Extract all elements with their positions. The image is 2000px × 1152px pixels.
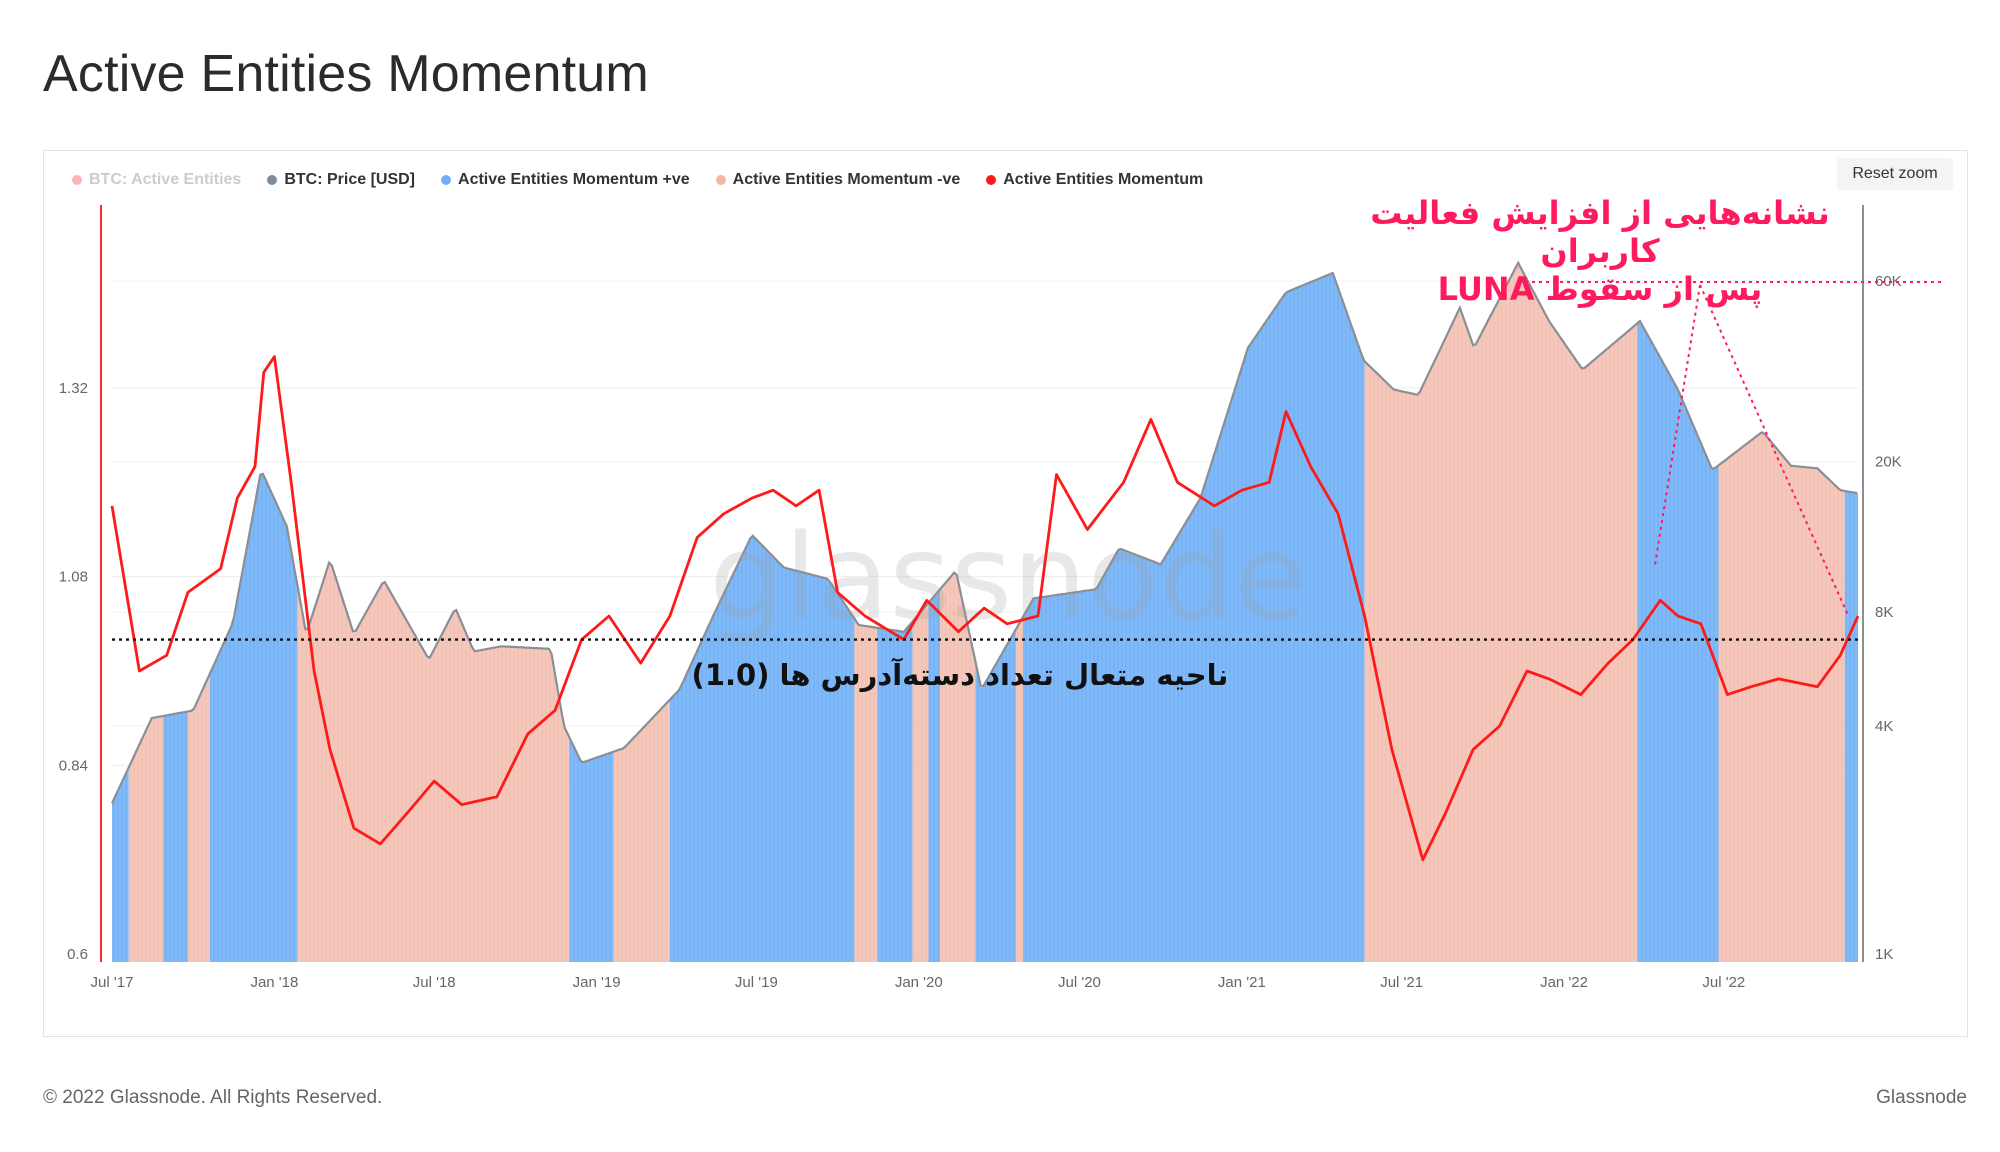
legend-dot-active-entities [72,175,82,185]
legend-dot-momentum [986,175,997,185]
momentum-negative-area [939,572,976,962]
x-tick-label: Jan '21 [1218,974,1266,991]
legend-item-active-entities[interactable]: BTC: Active Entities [72,171,241,189]
legend-label-momentum-negative: Active Entities Momentum -ve [732,171,961,188]
luna-annotation-line1: نشانه‌هایی از افزایش فعالیت کاربران [1370,194,1830,270]
legend-item-momentum[interactable]: Active Entities Momentum [986,171,1203,189]
momentum-negative-area [912,602,929,962]
reset-zoom-button[interactable]: Reset zoom [1837,158,1953,190]
x-tick-label: Jan '19 [573,974,621,991]
momentum-negative-area [613,699,670,962]
x-tick-label: Jul '21 [1380,974,1423,991]
momentum-negative-area [128,716,164,962]
momentum-line [110,355,1860,862]
legend-dot-price [267,175,278,185]
glassnode-watermark: glassnode [709,508,1306,646]
legend-dot-momentum-negative [715,175,726,185]
legend-item-momentum-positive[interactable]: Active Entities Momentum +ve [441,171,690,189]
momentum-positive-area [569,737,614,962]
area-hatch [111,250,1857,962]
legend-label-price: BTC: Price [USD] [284,171,416,188]
x-tick-label: Jan '22 [1540,974,1588,991]
x-tick-label: Jan '20 [895,974,943,991]
equilibrium-annotation: ناحیه متعال تعداد دسته‌آدرس ها (1.0) [691,658,1229,692]
chart-legend: BTC: Active Entities BTC: Price [USD] Ac… [72,168,1229,192]
luna-annotation-line2: پس از سقوط LUNA [1437,270,1763,308]
momentum-positive-area [112,767,129,962]
momentum-negative-area [1364,265,1638,962]
momentum-positive-area [163,711,188,962]
momentum-positive-area [975,629,1016,962]
legend-dot-momentum-positive [441,175,452,185]
left-tick-label: 1.08 [59,569,88,586]
momentum-positive-area [669,536,855,962]
momentum-negative-area [1718,433,1845,962]
momentum-negative-area [854,618,878,962]
left-tick-label: 0.6 [67,946,88,963]
luna-pointer-line [1699,284,1849,616]
x-tick-label: Jul '22 [1702,974,1745,991]
price-line [110,260,1858,804]
left-tick-label: 1.32 [59,380,88,397]
legend-label-active-entities: BTC: Active Entities [89,171,242,188]
x-tick-label: Jul '20 [1058,974,1101,991]
momentum-positive-area [928,589,940,962]
footer-brand[interactable]: Glassnode [1876,1087,1967,1108]
left-tick-label: 0.84 [59,757,88,774]
footer-copyright: © 2022 Glassnode. All Rights Reserved. [43,1087,383,1108]
momentum-negative-area [297,562,570,962]
momentum-positive-area [209,472,298,962]
momentum-negative-area [1015,616,1023,962]
x-tick-label: Jul '19 [735,974,778,991]
momentum-positive-area [1637,322,1719,962]
x-tick-label: Jul '18 [413,974,456,991]
momentum-positive-area [877,621,913,962]
legend-item-momentum-negative[interactable]: Active Entities Momentum -ve [715,171,961,189]
luna-annotation: نشانه‌هایی از افزایش فعالیت کاربران پس ا… [1350,194,1850,308]
legend-label-momentum: Active Entities Momentum [1003,171,1204,188]
legend-item-price[interactable]: BTC: Price [USD] [267,171,415,189]
luna-pointer-line [1654,284,1701,566]
right-tick-label: 4K [1875,718,1893,735]
momentum-negative-area [187,673,210,962]
x-tick-label: Jan '18 [250,974,298,991]
momentum-positive-area [1844,491,1858,962]
x-tick-label: Jul '17 [91,974,134,991]
right-tick-label: 60K [1875,273,1902,290]
right-tick-label: 8K [1875,604,1893,621]
page-title: Active Entities Momentum [43,45,649,103]
right-tick-label: 1K [1875,946,1893,963]
right-tick-label: 20K [1875,454,1902,471]
legend-label-momentum-positive: Active Entities Momentum +ve [458,171,690,188]
